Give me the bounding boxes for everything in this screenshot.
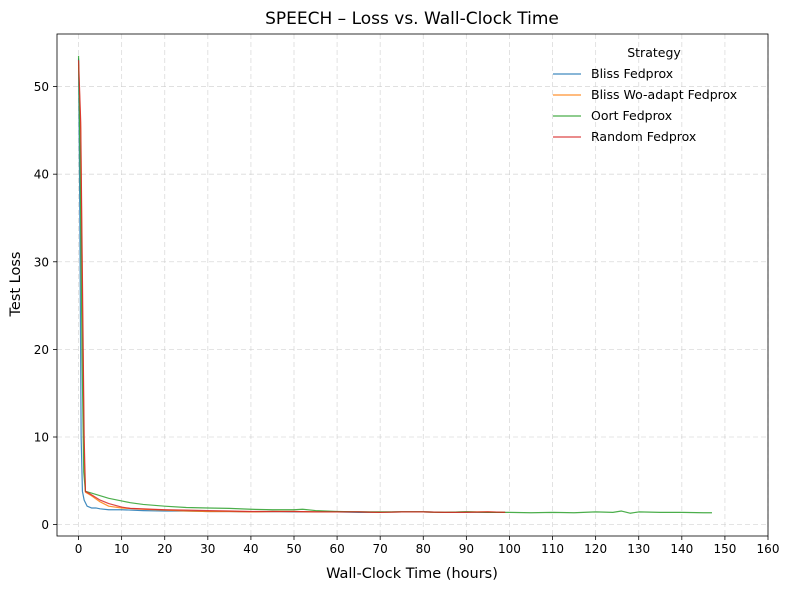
x-tick-label: 10	[114, 542, 129, 556]
x-tick-label: 110	[541, 542, 564, 556]
y-tick-label: 40	[34, 168, 49, 182]
x-tick-label: 100	[498, 542, 521, 556]
grid-lines	[57, 34, 769, 536]
x-axis-ticks: 0 10 20 30 40 50 60 70 80 90 100 110 120 130 140 150 160	[75, 536, 780, 556]
x-axis-label: Wall-Clock Time (hours)	[326, 566, 498, 582]
y-tick-label: 0	[41, 518, 49, 532]
legend: Strategy Bliss Fedprox Bliss Wo-adapt Fed…	[553, 45, 737, 144]
y-tick-label: 30	[34, 255, 49, 269]
series-line-oort-fedprox	[77, 55, 712, 514]
x-tick-label: 50	[286, 542, 301, 556]
y-tick-label: 10	[34, 431, 49, 445]
x-tick-label: 0	[75, 542, 83, 556]
x-tick-label: 130	[627, 542, 650, 556]
legend-label-bliss-wo-adapt-fedprox: Bliss Wo-adapt Fedprox	[591, 87, 737, 102]
y-tick-label: 20	[34, 343, 49, 357]
x-tick-label: 40	[243, 542, 258, 556]
x-tick-label: 70	[373, 542, 388, 556]
chart-title: SPEECH – Loss vs. Wall-Clock Time	[265, 9, 559, 29]
x-tick-label: 150	[713, 542, 736, 556]
x-tick-label: 160	[757, 542, 780, 556]
x-tick-label: 90	[459, 542, 474, 556]
x-tick-label: 120	[584, 542, 607, 556]
legend-label-random-fedprox: Random Fedprox	[591, 129, 696, 144]
plot-frame	[56, 33, 769, 537]
x-tick-label: 140	[670, 542, 693, 556]
legend-label-bliss-fedprox: Bliss Fedprox	[591, 66, 673, 81]
series-lines	[77, 55, 712, 514]
x-tick-label: 80	[416, 542, 431, 556]
y-axis-label: Test Loss	[8, 252, 24, 318]
y-tick-label: 50	[34, 80, 49, 94]
legend-label-oort-fedprox: Oort Fedprox	[591, 108, 672, 123]
y-axis-ticks: 0 10 20 30 40 50	[34, 80, 57, 532]
series-line-bliss-fedprox	[77, 58, 506, 513]
series-line-random-fedprox	[77, 60, 506, 513]
x-tick-label: 30	[200, 542, 215, 556]
legend-title: Strategy	[627, 45, 681, 60]
x-tick-label: 60	[329, 542, 344, 556]
series-line-bliss-wo-adapt-fedprox	[77, 64, 506, 513]
x-tick-label: 20	[157, 542, 172, 556]
